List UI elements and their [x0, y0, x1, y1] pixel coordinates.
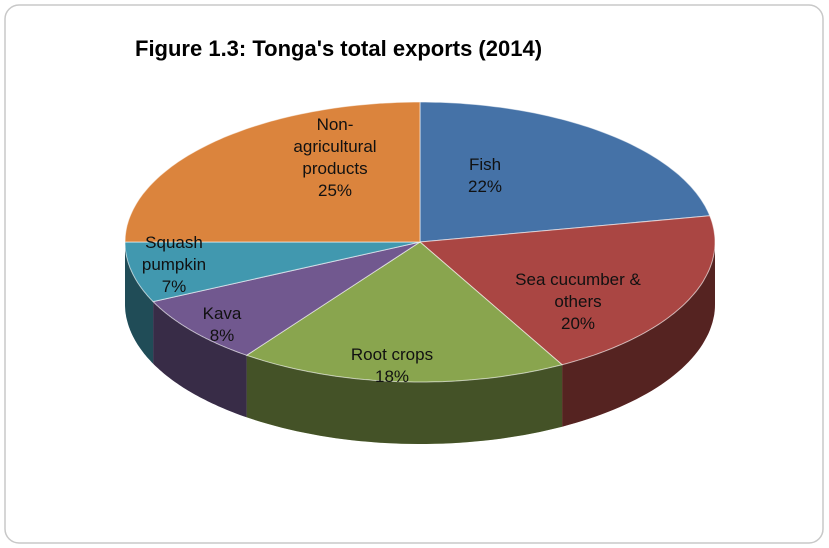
value-label: 7% [161, 277, 187, 296]
pie-slice [418, 215, 716, 366]
pie-slice [124, 101, 421, 243]
data-label: Non-agricultural products 25% [285, 114, 385, 202]
category-label: Non-agricultural products [293, 115, 377, 178]
value-label: 18% [374, 367, 410, 386]
value-label: 8% [209, 326, 235, 345]
pie-side-shade [153, 301, 247, 418]
data-label: Kava 8% [192, 303, 252, 347]
category-label: Fish [468, 155, 502, 174]
pie-side-shade [562, 242, 715, 427]
chart-title: Figure 1.3: Tonga's total exports (2014) [135, 36, 543, 61]
pie-slice [245, 241, 564, 383]
data-label: Root crops 18% [322, 344, 462, 388]
pie-slice [419, 101, 711, 243]
pie-side-shade [246, 355, 563, 444]
category-label: Squash pumpkin [141, 233, 207, 274]
data-label: Squash pumpkin 7% [132, 232, 217, 298]
pie-slice [124, 241, 421, 303]
category-label: Root crops [350, 345, 434, 364]
data-label: Fish 22% [440, 154, 530, 198]
value-label: 22% [467, 177, 503, 196]
value-label: 25% [317, 181, 353, 200]
value-label: 20% [560, 314, 596, 333]
data-label: Sea cucumber & others 20% [508, 269, 648, 335]
category-label: Sea cucumber & others [515, 270, 641, 311]
pie-slice [152, 241, 421, 356]
category-label: Kava [202, 304, 242, 323]
